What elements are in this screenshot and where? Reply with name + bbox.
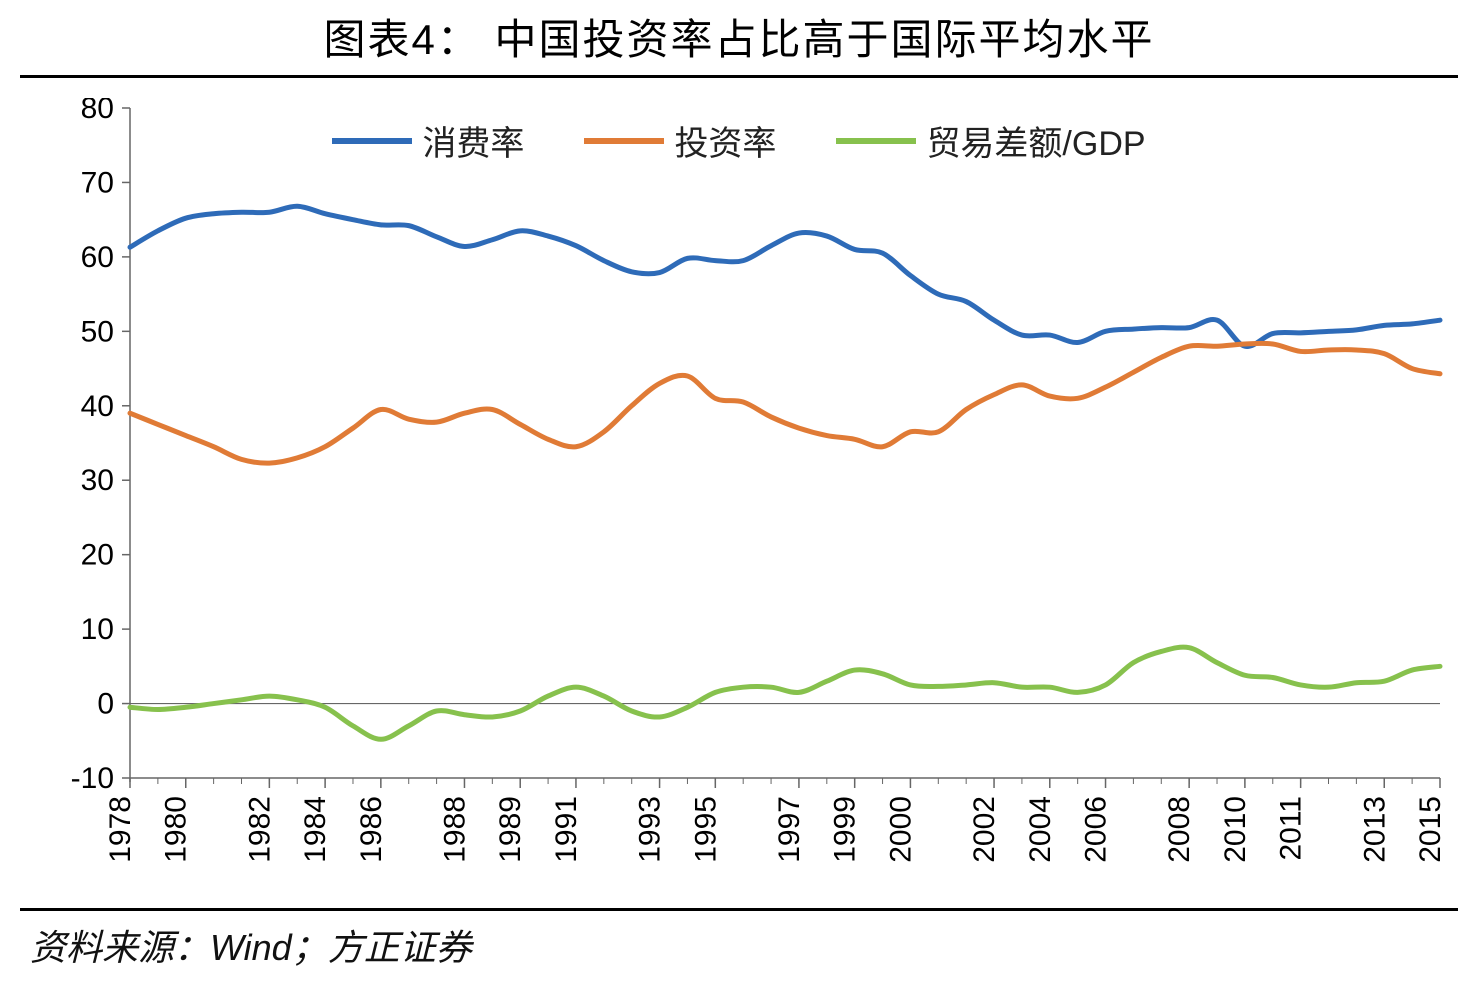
legend-line-icon: [584, 138, 664, 144]
svg-text:2006: 2006: [1080, 796, 1113, 863]
svg-text:1988: 1988: [438, 796, 471, 863]
legend-label: 贸易差额/GDP: [926, 116, 1145, 165]
svg-text:60: 60: [81, 241, 114, 274]
svg-text:2008: 2008: [1163, 796, 1196, 863]
svg-text:20: 20: [81, 539, 114, 572]
title-rule: [20, 75, 1458, 78]
title-block: 图表4： 中国投资率占比高于国际平均水平: [0, 0, 1478, 67]
svg-text:40: 40: [81, 390, 114, 423]
legend: 消费率 投资率 贸易差额/GDP: [20, 116, 1458, 165]
svg-text:1997: 1997: [773, 796, 806, 863]
svg-text:2013: 2013: [1358, 796, 1391, 863]
plot-svg: -100102030405060708019781980198219841986…: [20, 98, 1458, 908]
figure-root: 图表4： 中国投资率占比高于国际平均水平 -100102030405060708…: [0, 0, 1478, 993]
svg-text:1999: 1999: [829, 796, 862, 863]
svg-text:0: 0: [97, 688, 114, 721]
svg-text:2011: 2011: [1275, 796, 1308, 861]
legend-item: 贸易差额/GDP: [836, 116, 1145, 165]
svg-text:2002: 2002: [968, 796, 1001, 863]
chart-area: -100102030405060708019781980198219841986…: [20, 98, 1458, 908]
svg-text:30: 30: [81, 464, 114, 497]
legend-line-icon: [332, 138, 412, 144]
svg-text:1980: 1980: [160, 796, 193, 863]
svg-text:1984: 1984: [299, 796, 332, 863]
chart-title: 图表4： 中国投资率占比高于国际平均水平: [323, 6, 1154, 67]
source-line: 资料来源：Wind；方正证券: [30, 919, 1478, 971]
svg-text:1982: 1982: [243, 796, 276, 863]
legend-label: 投资率: [674, 116, 776, 165]
legend-label: 消费率: [422, 116, 524, 165]
legend-line-icon: [836, 138, 916, 144]
legend-item: 消费率: [332, 116, 524, 165]
svg-text:1993: 1993: [634, 796, 667, 863]
svg-text:2010: 2010: [1219, 796, 1252, 863]
bottom-rule: [20, 908, 1458, 911]
svg-text:1978: 1978: [104, 796, 137, 863]
svg-text:70: 70: [81, 166, 114, 199]
svg-text:2000: 2000: [884, 796, 917, 863]
svg-text:2015: 2015: [1414, 796, 1447, 863]
svg-text:1986: 1986: [355, 796, 388, 863]
svg-text:1989: 1989: [494, 796, 527, 863]
svg-text:2004: 2004: [1024, 796, 1057, 863]
svg-text:1995: 1995: [689, 796, 722, 863]
legend-item: 投资率: [584, 116, 776, 165]
svg-text:-10: -10: [71, 762, 114, 795]
svg-text:50: 50: [81, 315, 114, 348]
svg-text:10: 10: [81, 613, 114, 646]
svg-text:1991: 1991: [550, 796, 583, 863]
